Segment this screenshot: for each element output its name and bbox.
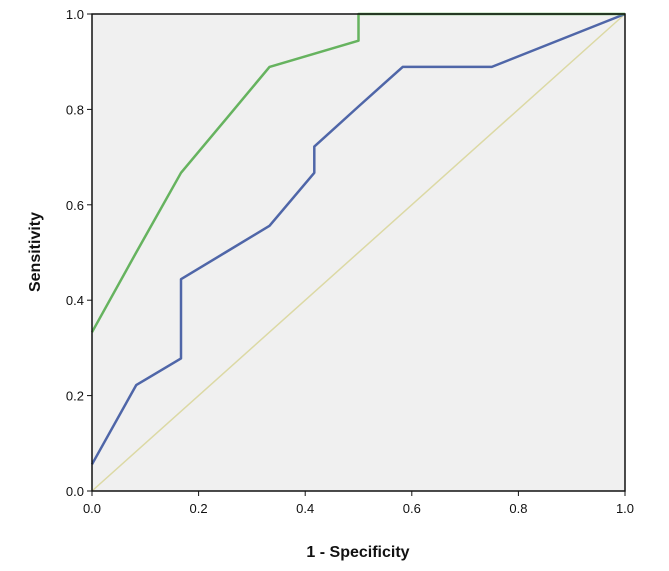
y-axis-ticks: 0.0 0.2 0.4 0.6 0.8 1.0 [66,7,92,499]
x-tick-label: 0.8 [509,501,527,516]
x-tick-label: 0.2 [190,501,208,516]
y-tick-label: 0.8 [66,102,84,117]
y-tick-label: 0.0 [66,484,84,499]
x-tick-label: 0.6 [403,501,421,516]
roc-curve-blue [90,12,626,465]
plot-frame [91,13,626,492]
y-tick-label: 0.2 [66,389,84,404]
y-tick-label: 0.6 [66,198,84,213]
roc-curve-green [90,12,625,333]
x-axis-ticks: 0.0 0.2 0.4 0.6 0.8 1.0 [83,491,634,516]
y-axis-title: Sensitivity [27,212,44,292]
reference-line [91,13,626,492]
x-tick-label: 0.4 [296,501,314,516]
y-tick-label: 0.4 [66,293,84,308]
y-tick-label: 1.0 [66,7,84,22]
x-tick-label: 1.0 [616,501,634,516]
series-layer [90,12,626,492]
x-axis-title: 1 - Specificity [306,544,409,561]
x-tick-label: 0.0 [83,501,101,516]
